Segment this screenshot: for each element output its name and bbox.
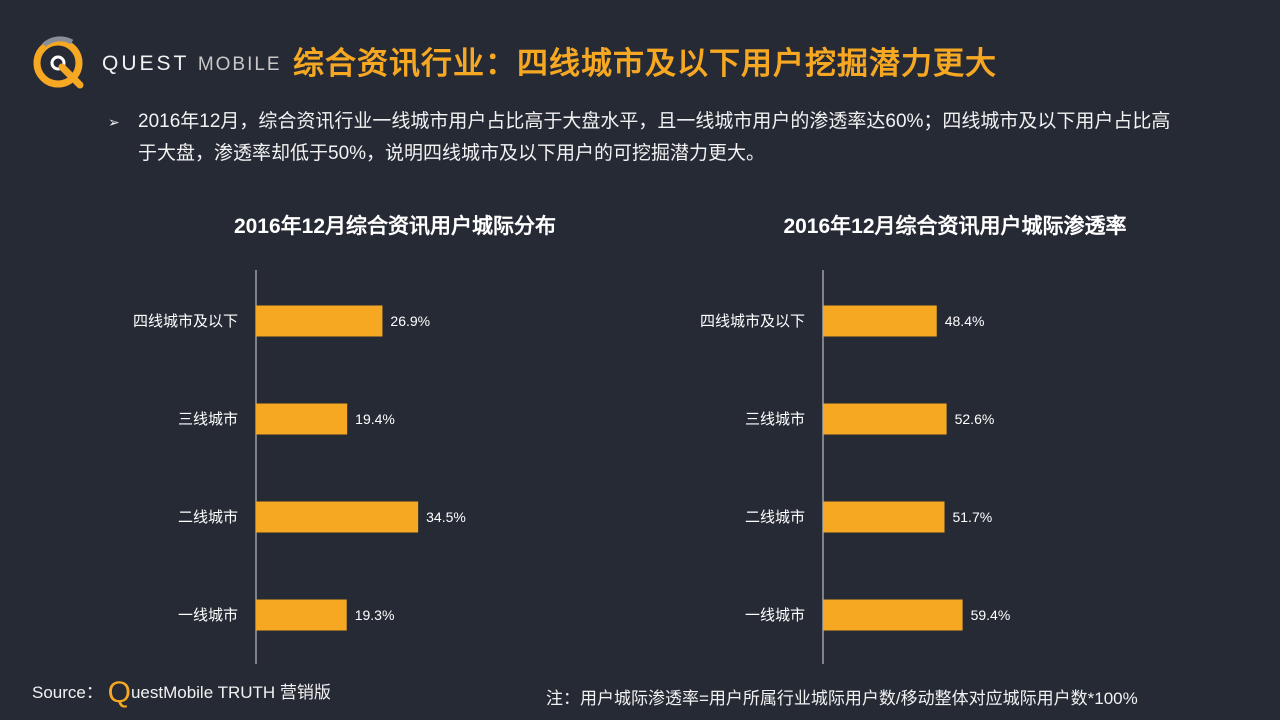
bullet-arrow-icon: ➢: [108, 114, 120, 130]
data-label: 19.4%: [355, 411, 395, 427]
bar: [823, 305, 937, 337]
category-label: 四线城市及以下: [133, 313, 238, 330]
summary-bullet: ➢ 2016年12月，综合资讯行业一线城市用户占比高于大盘水平，且一线城市用户的…: [108, 106, 1188, 170]
page-title: 综合资讯行业：四线城市及以下用户挖掘潜力更大: [293, 46, 997, 81]
chart-title-distribution: 2016年12月综合资讯用户城际分布: [233, 215, 557, 238]
category-label: 三线城市: [178, 411, 238, 428]
category-label: 一线城市: [178, 607, 238, 624]
category-label: 四线城市及以下: [700, 313, 805, 330]
data-label: 48.4%: [945, 313, 985, 329]
data-label: 34.5%: [426, 509, 466, 525]
logo-brand: QUEST: [102, 52, 189, 75]
category-label: 一线城市: [745, 607, 805, 624]
source-line: Source： QuestMobile TRUTH 营销版: [32, 676, 331, 710]
data-label: 59.4%: [971, 607, 1011, 623]
data-label: 26.9%: [390, 313, 430, 329]
bar: [256, 599, 347, 631]
footnote: 注：用户城际渗透率=用户所属行业城际用户数/移动整体对应城际用户数*100%: [546, 689, 1138, 708]
data-label: 52.6%: [955, 411, 995, 427]
chart-2: 四线城市及以下 48.4% 三线城市 52.6% 二线城市 51.7% 一线城市 59.4%: [700, 270, 1010, 664]
source-name: uestMobile TRUTH 营销版: [130, 683, 331, 702]
logo-wordmark: QUEST MOBILE: [102, 52, 282, 76]
bar: [256, 403, 348, 435]
summary-text: 2016年12月，综合资讯行业一线城市用户占比高于大盘水平，且一线城市用户的渗透…: [138, 111, 1171, 164]
data-label: 51.7%: [952, 509, 992, 525]
bar: [823, 501, 945, 533]
bar: [823, 403, 947, 435]
chart-title-penetration: 2016年12月综合资讯用户城际渗透率: [783, 215, 1127, 238]
chart-1: 四线城市及以下 26.9% 三线城市 19.4% 二线城市 34.5% 一线城市 19.3%: [133, 270, 466, 664]
source-q: Q: [107, 676, 131, 709]
bar: [823, 599, 963, 631]
bar: [256, 501, 419, 533]
logo-mark-icon: [33, 36, 84, 89]
questmobile-logo: QUEST MOBILE: [28, 30, 288, 94]
category-label: 二线城市: [178, 509, 238, 526]
category-label: 二线城市: [745, 509, 805, 526]
source-label: Source：: [32, 683, 103, 702]
data-label: 19.3%: [355, 607, 395, 623]
category-label: 三线城市: [745, 411, 805, 428]
logo-sub: MOBILE: [197, 54, 282, 75]
bar: [256, 305, 383, 337]
